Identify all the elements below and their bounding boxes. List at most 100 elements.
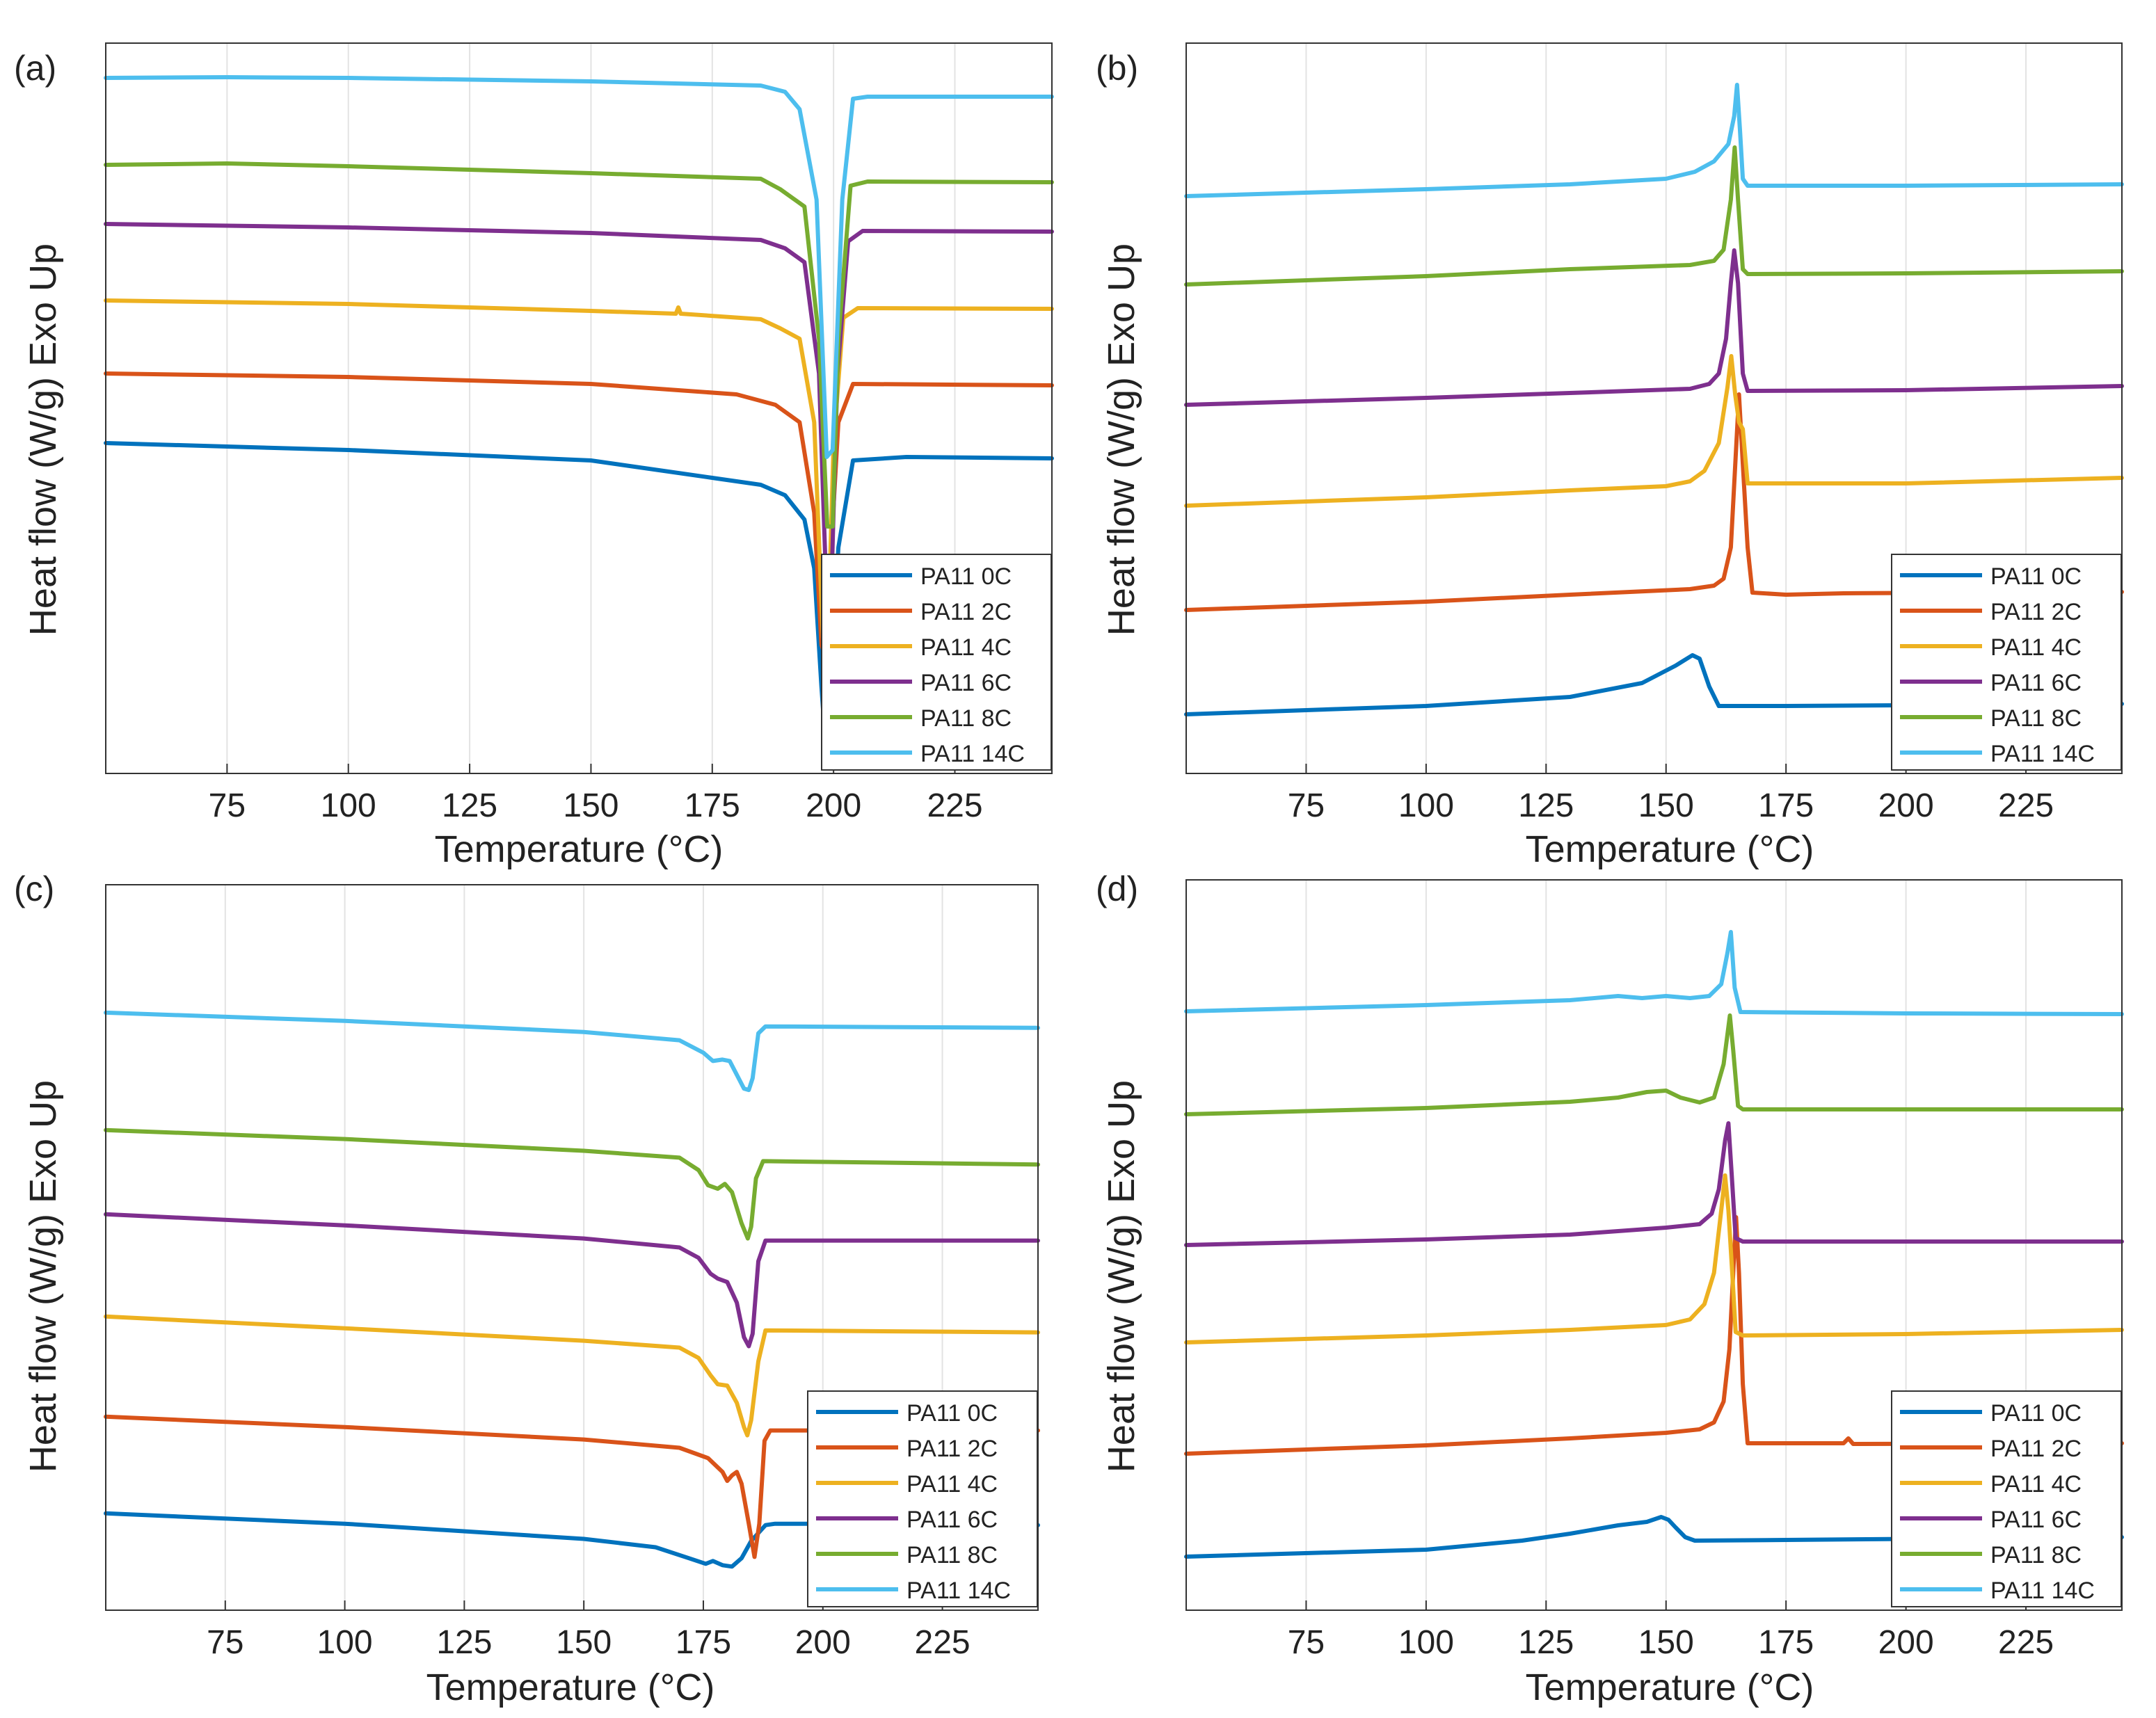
legend-box bbox=[807, 1390, 1038, 1607]
series-line-pa11-6c bbox=[104, 1212, 1040, 1349]
legend-entry: PA11 14C bbox=[1990, 741, 2095, 767]
legend-entry: PA11 0C bbox=[1990, 1400, 2082, 1427]
legend-entry: PA11 14C bbox=[907, 1577, 1011, 1604]
axes-frame bbox=[1185, 42, 2123, 774]
panel-label: (a) bbox=[14, 49, 56, 88]
x-tick-label: 175 bbox=[676, 1624, 731, 1661]
panel-label: (c) bbox=[14, 869, 54, 908]
series-line-pa11-6c bbox=[1184, 1121, 2124, 1247]
x-tick-label: 125 bbox=[436, 1624, 492, 1661]
legend-entry: PA11 0C bbox=[1990, 563, 2082, 590]
series-line-pa11-8c bbox=[104, 1127, 1040, 1241]
legend: PA11 0C PA11 2C PA11 4C PA11 6C PA11 8C PA11 … bbox=[807, 1390, 1038, 1607]
series-line-pa11-2c bbox=[104, 371, 1054, 661]
x-tick-label: 100 bbox=[1398, 1624, 1454, 1661]
x-tick-label: 175 bbox=[685, 787, 740, 824]
x-tick-label: 200 bbox=[1878, 787, 1934, 824]
legend: PA11 0C PA11 2C PA11 4C PA11 6C PA11 8C PA11 … bbox=[1891, 554, 2122, 771]
x-tick-label: 150 bbox=[556, 1624, 612, 1661]
panel-label: (b) bbox=[1096, 49, 1138, 88]
legend-entry: PA11 8C bbox=[1990, 1542, 2082, 1568]
series-line-pa11-6c bbox=[104, 222, 1054, 598]
legend-entry: PA11 6C bbox=[907, 1507, 998, 1533]
legend-entry: PA11 2C bbox=[907, 1436, 998, 1462]
axes-frame bbox=[105, 42, 1053, 774]
series-line-pa11-14c bbox=[104, 1010, 1040, 1093]
legend-entry: PA11 0C bbox=[907, 1400, 998, 1427]
series-line-pa11-2c bbox=[104, 1414, 1040, 1559]
series-line-pa11-8c bbox=[104, 161, 1054, 529]
x-tick-label: 200 bbox=[806, 787, 861, 824]
series-line-pa11-4c bbox=[1184, 354, 2124, 508]
legend-entry: PA11 4C bbox=[1990, 634, 2082, 661]
panel-c: 75 100 125 150 175 200 225 (c) Temperature (°C) H… bbox=[14, 869, 1040, 1708]
series-line-pa11-0c bbox=[104, 1511, 1040, 1569]
series-line-pa11-0c bbox=[1184, 1515, 2124, 1559]
y-axis-label: Heat flow (W/g) Exo Up bbox=[22, 243, 64, 636]
series-line-pa11-2c bbox=[1184, 392, 2124, 612]
x-axis-label: Temperature (°C) bbox=[426, 1667, 715, 1708]
x-tick-label: 200 bbox=[1878, 1624, 1934, 1661]
panel-label: (d) bbox=[1096, 869, 1138, 908]
legend-entry: PA11 4C bbox=[920, 634, 1012, 661]
panel-b: 75 100 125 150 175 200 225 (b) Temperature (°C) H… bbox=[1096, 42, 2124, 870]
legend-entry: PA11 8C bbox=[907, 1542, 998, 1568]
y-axis-label: Heat flow (W/g) Exo Up bbox=[22, 1080, 64, 1472]
x-axis-label: Temperature (°C) bbox=[435, 828, 724, 870]
legend-entry: PA11 0C bbox=[920, 563, 1012, 590]
series-line-pa11-0c bbox=[104, 441, 1054, 758]
legend: PA11 0C PA11 2C PA11 4C PA11 6C PA11 8C PA11 … bbox=[821, 554, 1052, 771]
x-tick-label: 100 bbox=[321, 787, 376, 824]
x-axis-label: Temperature (°C) bbox=[1526, 828, 1814, 870]
series-line-pa11-8c bbox=[1184, 145, 2124, 287]
x-tick-label: 150 bbox=[563, 787, 618, 824]
legend-entry: PA11 8C bbox=[920, 705, 1012, 732]
x-tick-label: 125 bbox=[442, 787, 497, 824]
series-line-pa11-6c bbox=[1184, 248, 2124, 407]
series-line-pa11-0c bbox=[1184, 653, 2124, 716]
x-tick-label: 175 bbox=[1758, 1624, 1814, 1661]
legend-entry: PA11 6C bbox=[1990, 1507, 2082, 1533]
y-axis-label: Heat flow (W/g) Exo Up bbox=[1101, 243, 1142, 636]
series-line-pa11-8c bbox=[1184, 1013, 2124, 1116]
x-tick-label: 200 bbox=[795, 1624, 851, 1661]
y-axis-label: Heat flow (W/g) Exo Up bbox=[1101, 1080, 1142, 1472]
x-tick-label: 75 bbox=[1288, 1624, 1325, 1661]
x-tick-label: 225 bbox=[915, 1624, 971, 1661]
x-axis-label: Temperature (°C) bbox=[1526, 1667, 1814, 1708]
legend-box bbox=[821, 554, 1052, 771]
x-tick-label: 75 bbox=[209, 787, 246, 824]
legend-entry: PA11 2C bbox=[1990, 599, 2082, 625]
series-line-pa11-14c bbox=[1184, 83, 2124, 198]
x-tick-label: 75 bbox=[207, 1624, 243, 1661]
legend-entry: PA11 14C bbox=[1990, 1577, 2095, 1604]
legend-entry: PA11 8C bbox=[1990, 705, 2082, 732]
x-tick-label: 150 bbox=[1638, 787, 1694, 824]
x-tick-label: 150 bbox=[1638, 1624, 1694, 1661]
series-line-pa11-4c bbox=[1184, 1173, 2124, 1344]
legend: PA11 0C PA11 2C PA11 4C PA11 6C PA11 8C PA11 … bbox=[1891, 1390, 2122, 1607]
x-tick-label: 225 bbox=[1998, 1624, 2054, 1661]
x-tick-label: 125 bbox=[1518, 1624, 1574, 1661]
x-tick-label: 225 bbox=[927, 787, 982, 824]
x-tick-label: 75 bbox=[1288, 787, 1325, 824]
legend-entry: PA11 2C bbox=[1990, 1436, 2082, 1462]
x-tick-label: 225 bbox=[1998, 787, 2054, 824]
x-tick-label: 100 bbox=[317, 1624, 373, 1661]
x-tick-label: 125 bbox=[1518, 787, 1574, 824]
series-line-pa11-14c bbox=[1184, 930, 2124, 1016]
series-line-pa11-14c bbox=[104, 75, 1054, 459]
panel-d: 75 100 125 150 175 200 225 (d) Temperature (°C) H… bbox=[1096, 869, 2124, 1708]
x-tick-label: 100 bbox=[1398, 787, 1454, 824]
axes-frame bbox=[1185, 879, 2123, 1611]
axes-frame bbox=[105, 884, 1039, 1611]
x-tick-label: 175 bbox=[1758, 787, 1814, 824]
legend-entry: PA11 4C bbox=[1990, 1471, 2082, 1498]
legend-entry: PA11 14C bbox=[920, 741, 1025, 767]
legend-box bbox=[1891, 1390, 2122, 1607]
series-line-pa11-4c bbox=[104, 1314, 1040, 1438]
legend-box bbox=[1891, 554, 2122, 771]
legend-entry: PA11 6C bbox=[920, 670, 1012, 696]
legend-entry: PA11 2C bbox=[920, 599, 1012, 625]
